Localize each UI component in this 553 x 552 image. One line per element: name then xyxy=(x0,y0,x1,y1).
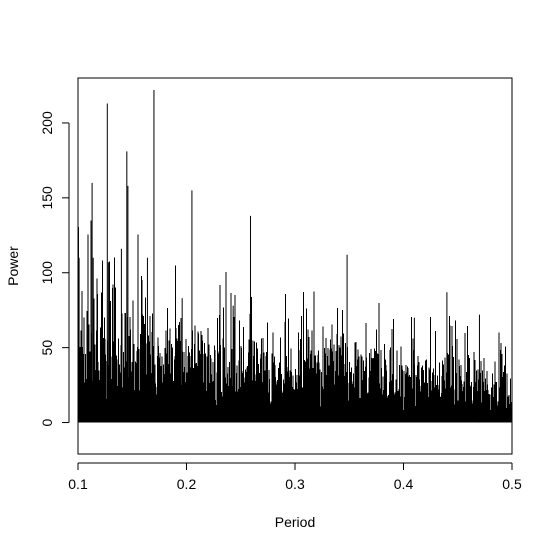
x-tick-label: 0.3 xyxy=(285,476,305,492)
y-axis: 0 50 100 150 200 xyxy=(39,111,70,426)
y-axis-label: Power xyxy=(5,246,21,286)
power-spikes xyxy=(77,89,513,423)
x-tick-label: 0.2 xyxy=(177,476,197,492)
y-tick-label: 50 xyxy=(39,340,55,356)
x-axis-label: Period xyxy=(275,514,315,530)
y-tick-label: 100 xyxy=(39,261,55,285)
x-axis: 0.1 0.2 0.3 0.4 0.5 xyxy=(68,462,522,492)
x-tick-label: 0.4 xyxy=(394,476,414,492)
y-tick-label: 150 xyxy=(39,186,55,210)
y-tick-label: 0 xyxy=(39,418,55,426)
x-tick-label: 0.1 xyxy=(68,476,88,492)
x-tick-label: 0.5 xyxy=(502,476,522,492)
plot-frame xyxy=(77,77,513,455)
y-tick-label: 200 xyxy=(39,111,55,135)
